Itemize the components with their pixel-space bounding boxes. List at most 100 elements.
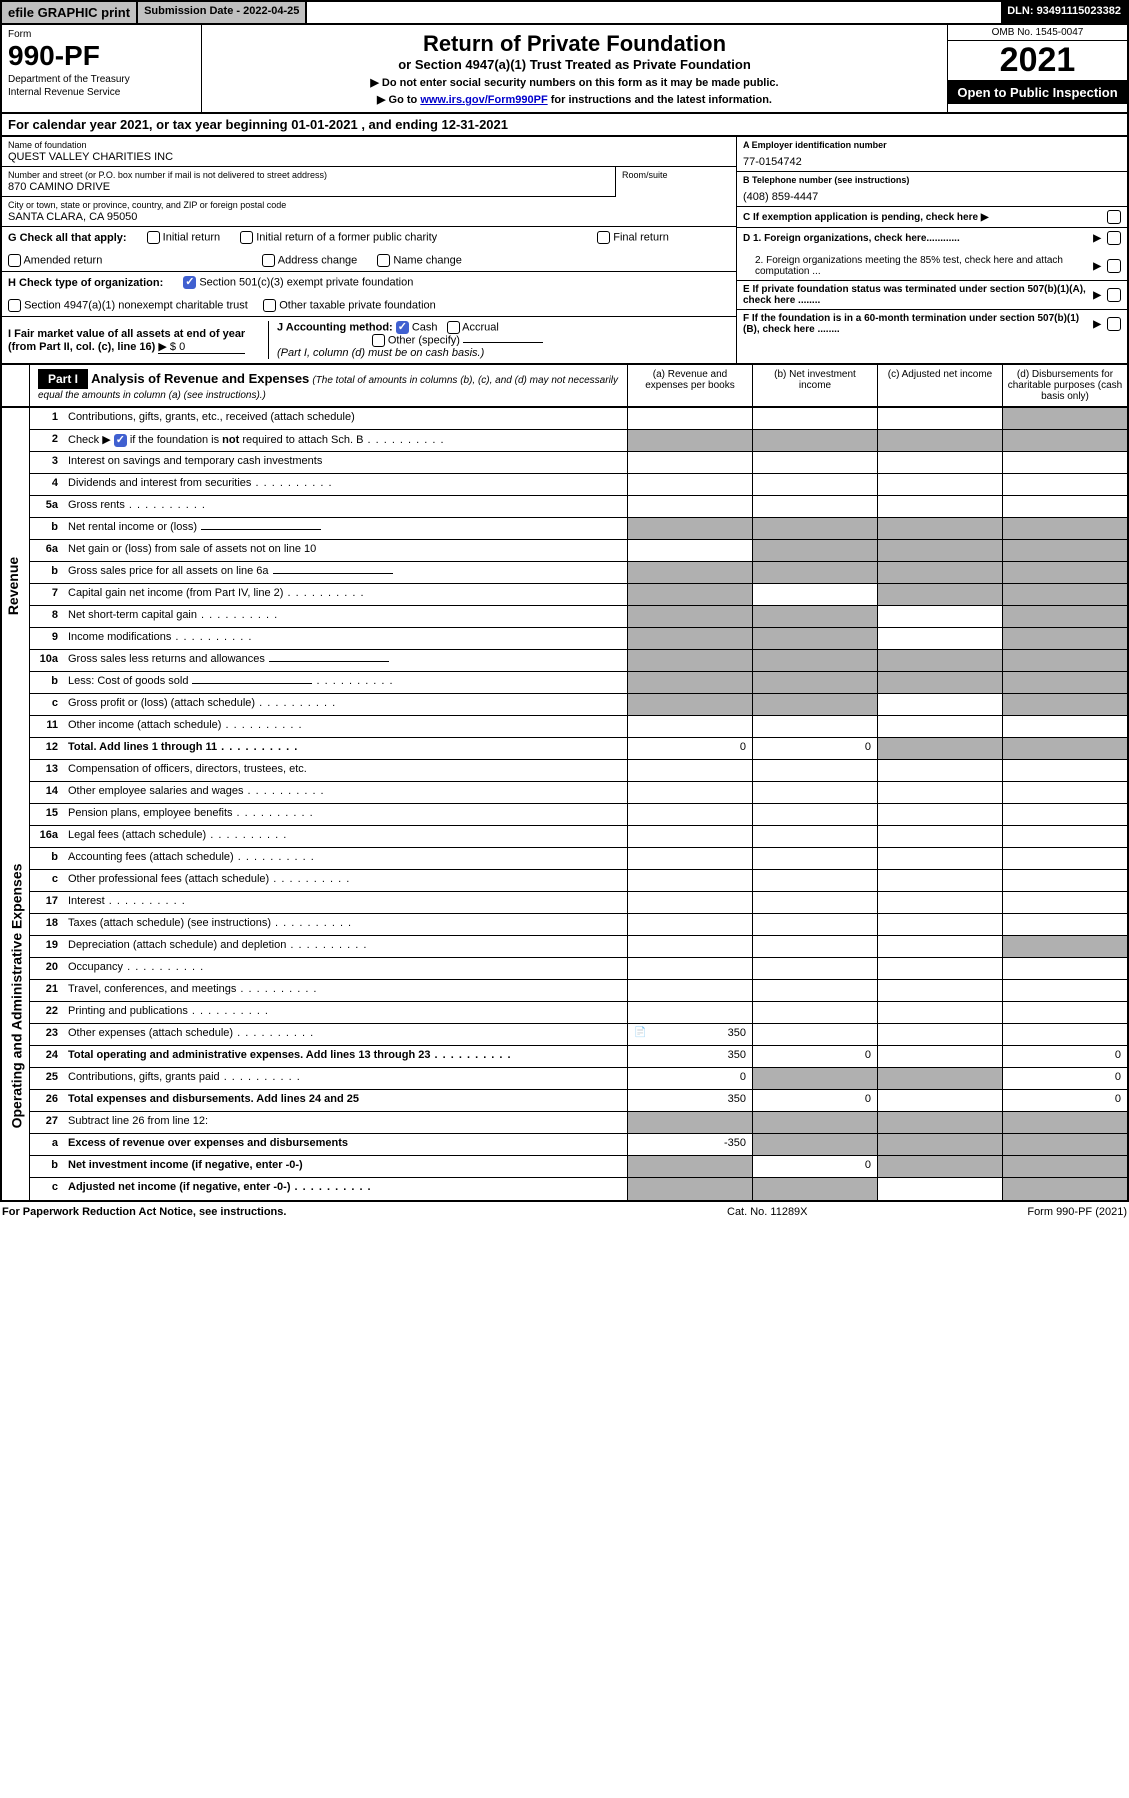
d2-label: 2. Foreign organizations meeting the 85%… (743, 255, 1087, 277)
line-number: 19 (30, 936, 62, 957)
line-row: 4Dividends and interest from securities (30, 474, 1127, 496)
line-description: Net short-term capital gain (62, 606, 627, 627)
side-labels: Revenue Operating and Administrative Exp… (2, 408, 30, 1200)
value-cell (1002, 672, 1127, 693)
entity-right: A Employer identification number 77-0154… (737, 137, 1127, 363)
line-description: Other expenses (attach schedule) (62, 1024, 627, 1045)
inst2-pre: ▶ Go to (377, 94, 420, 106)
h3-label: Other taxable private foundation (279, 299, 436, 311)
line-number: 8 (30, 606, 62, 627)
value-cell (1002, 1156, 1127, 1177)
irs-link[interactable]: www.irs.gov/Form990PF (420, 94, 547, 106)
name-label: Name of foundation (8, 140, 730, 150)
line-row: 1Contributions, gifts, grants, etc., rec… (30, 408, 1127, 430)
h2-label: Section 4947(a)(1) nonexempt charitable … (24, 299, 248, 311)
initial-former-check[interactable] (240, 231, 253, 244)
omb-number: OMB No. 1545-0047 (948, 25, 1127, 41)
line-row: 11Other income (attach schedule) (30, 716, 1127, 738)
d1-label: D 1. Foreign organizations, check here..… (743, 233, 1087, 244)
top-bar: efile GRAPHIC print Submission Date - 20… (0, 0, 1129, 25)
j1-label: Cash (412, 321, 438, 333)
value-cell (877, 1068, 1002, 1089)
other-taxable-check[interactable] (263, 299, 276, 312)
name-change-check[interactable] (377, 254, 390, 267)
value-cell: 350 (627, 1024, 752, 1045)
value-cell (627, 672, 752, 693)
c-checkbox[interactable] (1107, 210, 1121, 224)
line-description: Taxes (attach schedule) (see instruction… (62, 914, 627, 935)
d2-checkbox[interactable] (1107, 259, 1121, 273)
address-change-check[interactable] (262, 254, 275, 267)
value-cell (1002, 562, 1127, 583)
value-cell (1002, 826, 1127, 847)
f-checkbox[interactable] (1107, 317, 1121, 331)
c-label: C If exemption application is pending, c… (743, 212, 978, 223)
value-cell: 0 (1002, 1046, 1127, 1067)
city-label: City or town, state or province, country… (8, 200, 730, 210)
line-description: Contributions, gifts, grants, etc., rece… (62, 408, 627, 429)
line-number: 15 (30, 804, 62, 825)
efile-print-label[interactable]: efile GRAPHIC print (2, 2, 138, 23)
value-cell (877, 1002, 1002, 1023)
value-cell (752, 980, 877, 1001)
dln: DLN: 93491115023382 (1001, 2, 1127, 23)
g1-label: Initial return (163, 231, 220, 243)
value-cell (752, 408, 877, 429)
street-address: 870 CAMINO DRIVE (8, 181, 609, 193)
value-cell (752, 694, 877, 715)
cash-check[interactable] (396, 321, 409, 334)
schb-check[interactable] (114, 434, 127, 447)
g2-label: Initial return of a former public charit… (256, 231, 437, 243)
value-cell (627, 760, 752, 781)
inst2-post: for instructions and the latest informat… (548, 94, 772, 106)
line-number: 24 (30, 1046, 62, 1067)
amended-return-check[interactable] (8, 254, 21, 267)
value-cell (1002, 958, 1127, 979)
501c3-check[interactable] (183, 276, 196, 289)
initial-return-check[interactable] (147, 231, 160, 244)
part1-title-cell: Part I Analysis of Revenue and Expenses … (30, 365, 627, 406)
final-return-check[interactable] (597, 231, 610, 244)
value-cell (877, 936, 1002, 957)
value-cell (1002, 1112, 1127, 1133)
value-cell (752, 958, 877, 979)
value-cell (877, 760, 1002, 781)
line-row: 17Interest (30, 892, 1127, 914)
line-description: Gross sales less returns and allowances (62, 650, 627, 671)
other-method-check[interactable] (372, 334, 385, 347)
entity-left: Name of foundation QUEST VALLEY CHARITIE… (2, 137, 737, 363)
d1-checkbox[interactable] (1107, 231, 1121, 245)
open-inspection: Open to Public Inspection (948, 81, 1127, 104)
line-description: Capital gain net income (from Part IV, l… (62, 584, 627, 605)
4947a1-check[interactable] (8, 299, 21, 312)
line-row: cAdjusted net income (if negative, enter… (30, 1178, 1127, 1200)
h1-label: Section 501(c)(3) exempt private foundat… (199, 276, 413, 288)
line-description: Printing and publications (62, 1002, 627, 1023)
line-number: 11 (30, 716, 62, 737)
value-cell (627, 1178, 752, 1200)
line-description: Less: Cost of goods sold (62, 672, 627, 693)
line-description: Other employee salaries and wages (62, 782, 627, 803)
value-cell (1002, 848, 1127, 869)
value-cell (877, 650, 1002, 671)
e-checkbox[interactable] (1107, 288, 1121, 302)
accrual-check[interactable] (447, 321, 460, 334)
value-cell (1002, 606, 1127, 627)
col-c-head: (c) Adjusted net income (877, 365, 1002, 406)
j2-label: Accrual (462, 321, 499, 333)
value-cell (752, 584, 877, 605)
line-number: a (30, 1134, 62, 1155)
room-label: Room/suite (622, 170, 668, 180)
line-row: 10aGross sales less returns and allowanc… (30, 650, 1127, 672)
form-id-block: Form 990-PF Department of the Treasury I… (2, 25, 202, 112)
value-cell (752, 474, 877, 495)
line-number: b (30, 562, 62, 583)
instruction-1: ▶ Do not enter social security numbers o… (208, 76, 941, 89)
check-g-row: G Check all that apply: Initial return I… (2, 227, 736, 272)
line-description: Interest (62, 892, 627, 913)
value-cell (752, 1024, 877, 1045)
value-cell (877, 562, 1002, 583)
value-cell (752, 452, 877, 473)
value-cell (627, 1156, 752, 1177)
value-cell (877, 606, 1002, 627)
